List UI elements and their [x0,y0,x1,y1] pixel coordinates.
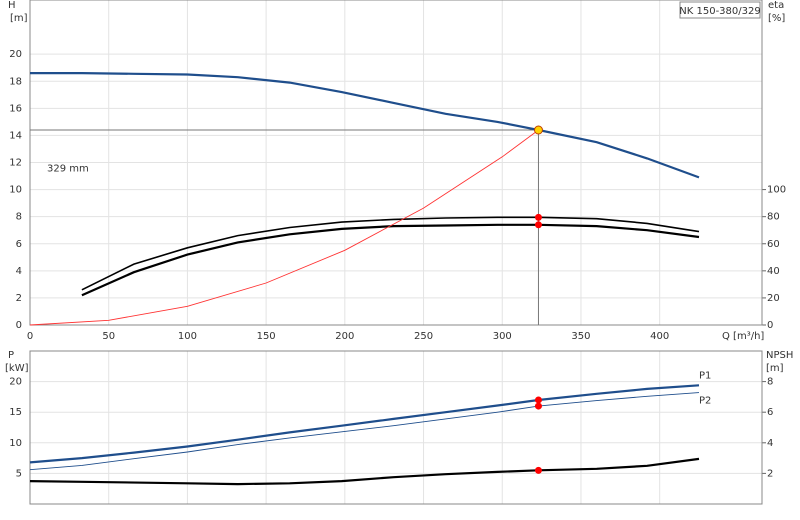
y-tick-label: 0 [16,320,22,331]
y-axis-label: H [8,0,16,11]
chart-title: NK 150-380/329 [679,6,760,17]
x-tick-label: 50 [102,331,115,342]
y-tick-label: 8 [16,212,22,223]
y-tick-label: 20 [9,377,22,388]
x-tick-label: 200 [335,331,354,342]
duty-point [534,221,542,229]
duty-point [534,213,542,221]
y2-tick-label: 8 [767,377,773,388]
series-label: P1 [699,370,711,381]
y2-axis-label: [m] [766,363,784,374]
y-tick-label: 14 [9,130,22,141]
y2-tick-label: 100 [767,185,786,196]
y-axis-label: [m] [10,13,28,24]
curve [29,384,700,464]
x-axis-label: Q [m³/h] [722,331,764,342]
x-tick-label: 100 [178,331,197,342]
y2-axis-label: NPSH [766,350,793,361]
y2-axis-label: [%] [768,13,785,24]
y2-tick-label: 80 [767,212,780,223]
y2-tick-label: 0 [767,320,773,331]
y2-tick-label: 4 [767,438,773,449]
y-tick-label: 10 [9,185,22,196]
y-tick-label: 12 [9,158,22,169]
duty-point [534,402,542,410]
y-tick-label: 5 [16,468,22,479]
y2-axis-label: eta [768,0,784,11]
y2-tick-label: 2 [767,468,773,479]
y2-tick-label: 40 [767,266,780,277]
curve [29,457,700,486]
x-tick-label: 0 [27,331,33,342]
curve [29,129,539,326]
y2-tick-label: 20 [767,293,780,304]
duty-point [534,396,542,404]
y-tick-label: 4 [16,266,22,277]
y-axis-label: P [8,350,14,361]
y-tick-label: 15 [9,407,22,418]
curve [29,392,700,471]
curve [30,71,700,179]
operating-point [533,125,543,135]
series-label: P2 [699,396,711,407]
x-tick-label: 150 [257,331,276,342]
y2-tick-label: 60 [767,239,780,250]
y-tick-label: 16 [9,103,22,114]
x-tick-label: 250 [414,331,433,342]
plot-frame [29,0,763,326]
duty-point [534,466,542,474]
y-tick-label: 2 [16,293,22,304]
x-tick-label: 400 [650,331,669,342]
x-tick-label: 300 [493,331,512,342]
x-tick-label: 350 [571,331,590,342]
y-axis-label: [kW] [5,363,29,374]
y2-tick-label: 6 [767,407,773,418]
curve [81,216,700,291]
series-label: 329 mm [47,163,89,174]
y-tick-label: 18 [9,76,22,87]
y-tick-label: 10 [9,438,22,449]
curve [81,223,700,297]
plot-frame [29,350,763,505]
title-box [679,1,761,19]
y-tick-label: 6 [16,239,22,250]
y-tick-label: 20 [9,49,22,60]
